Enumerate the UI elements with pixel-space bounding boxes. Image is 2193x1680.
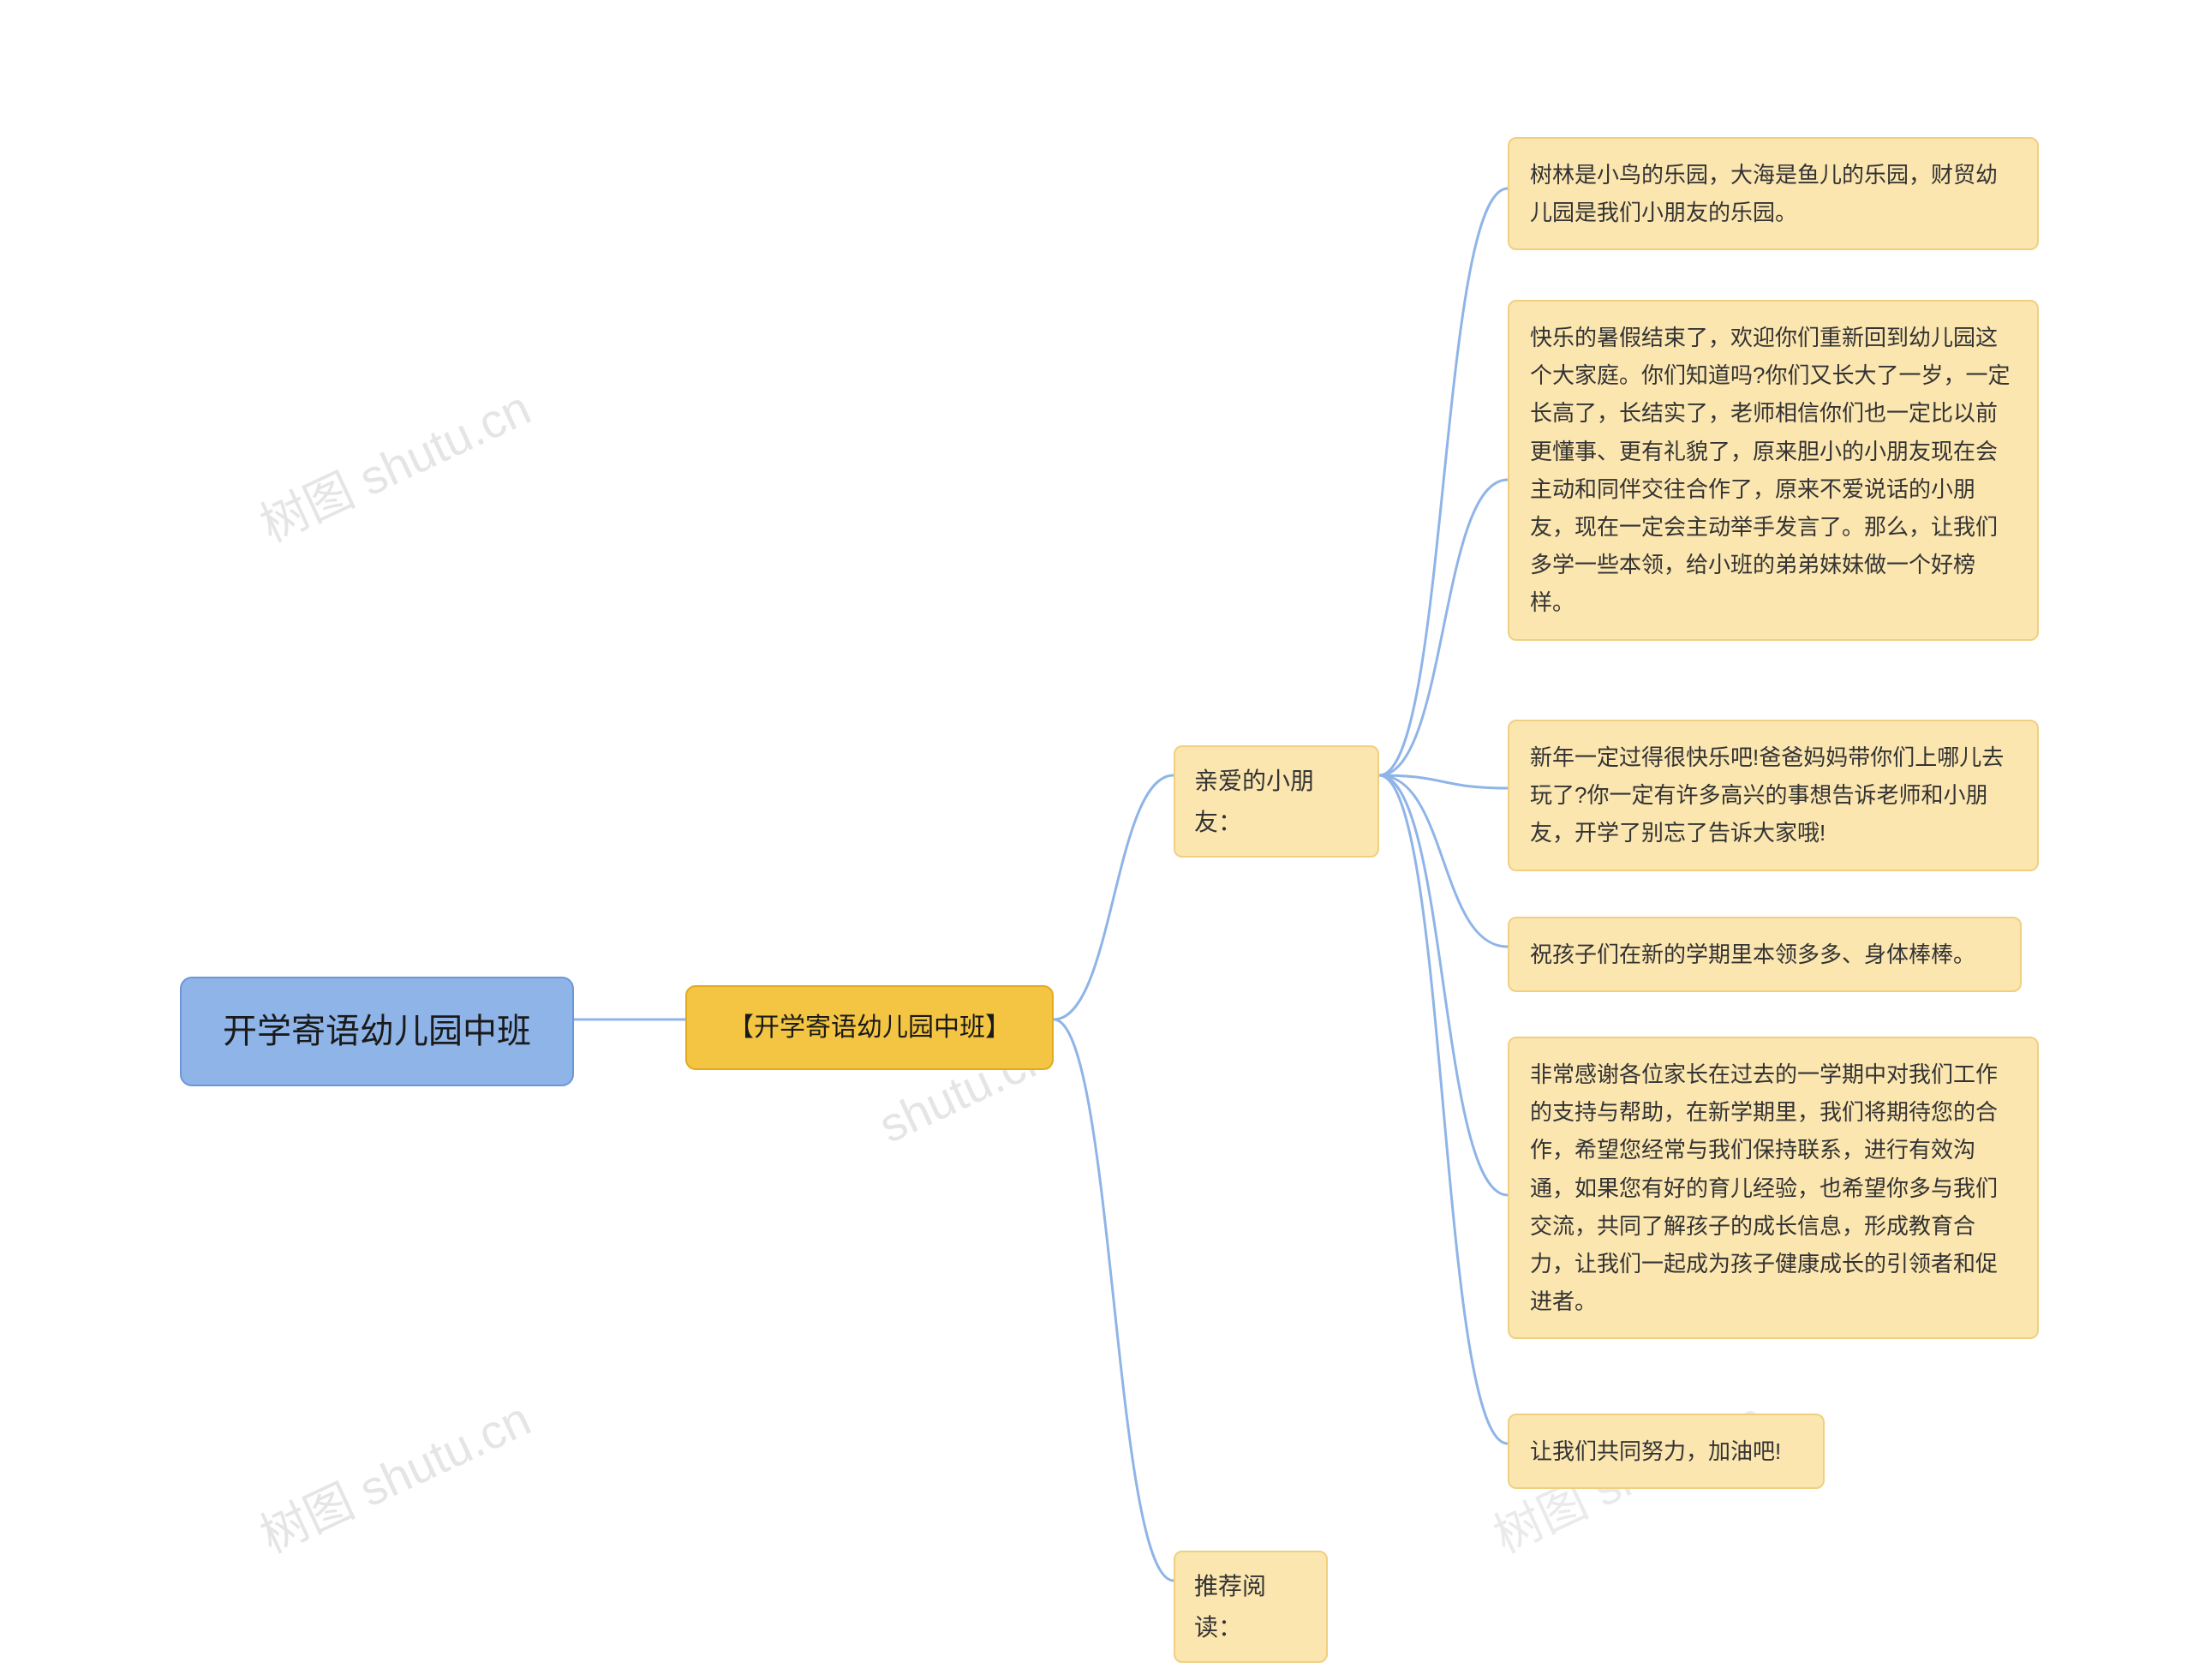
watermark: 树图 shutu.cn: [248, 1381, 541, 1567]
mindmap-leaf[interactable]: 非常感谢各位家长在过去的一学期中对我们工作的支持与帮助，在新学期里，我们将期待您…: [1508, 1037, 2039, 1339]
branch-label: 【开学寄语幼儿园中班】: [728, 1013, 1011, 1042]
node-label: 推荐阅读：: [1194, 1573, 1266, 1641]
leaf-text: 树林是小鸟的乐园，大海是鱼儿的乐园，财贸幼儿园是我们小朋友的乐园。: [1530, 162, 1998, 225]
leaf-text: 祝孩子们在新的学期里本领多多、身体棒棒。: [1530, 942, 1975, 967]
mindmap-node-reading[interactable]: 推荐阅读：: [1174, 1551, 1328, 1663]
mindmap-leaf[interactable]: 快乐的暑假结束了，欢迎你们重新回到幼儿园这个大家庭。你们知道吗?你们又长大了一岁…: [1508, 300, 2039, 641]
mindmap-node-friends[interactable]: 亲爱的小朋友：: [1174, 745, 1379, 858]
leaf-text: 让我们共同努力，加油吧!: [1530, 1438, 1781, 1464]
root-label: 开学寄语幼儿园中班: [223, 1013, 531, 1050]
node-label: 亲爱的小朋友：: [1194, 768, 1314, 835]
watermark: 树图 shutu.cn: [248, 370, 541, 556]
mindmap-leaf[interactable]: 新年一定过得很快乐吧!爸爸妈妈带你们上哪儿去玩了?你一定有许多高兴的事想告诉老师…: [1508, 720, 2039, 871]
mindmap-branch-main[interactable]: 【开学寄语幼儿园中班】: [685, 985, 1054, 1070]
mindmap-leaf[interactable]: 树林是小鸟的乐园，大海是鱼儿的乐园，财贸幼儿园是我们小朋友的乐园。: [1508, 137, 2039, 250]
mindmap-leaf[interactable]: 祝孩子们在新的学期里本领多多、身体棒棒。: [1508, 917, 2022, 992]
mindmap-root[interactable]: 开学寄语幼儿园中班: [180, 977, 574, 1086]
leaf-text: 新年一定过得很快乐吧!爸爸妈妈带你们上哪儿去玩了?你一定有许多高兴的事想告诉老师…: [1530, 744, 2004, 846]
leaf-text: 非常感谢各位家长在过去的一学期中对我们工作的支持与帮助，在新学期里，我们将期待您…: [1530, 1061, 1998, 1314]
leaf-text: 快乐的暑假结束了，欢迎你们重新回到幼儿园这个大家庭。你们知道吗?你们又长大了一岁…: [1530, 325, 2010, 615]
mindmap-leaf[interactable]: 让我们共同努力，加油吧!: [1508, 1414, 1825, 1489]
